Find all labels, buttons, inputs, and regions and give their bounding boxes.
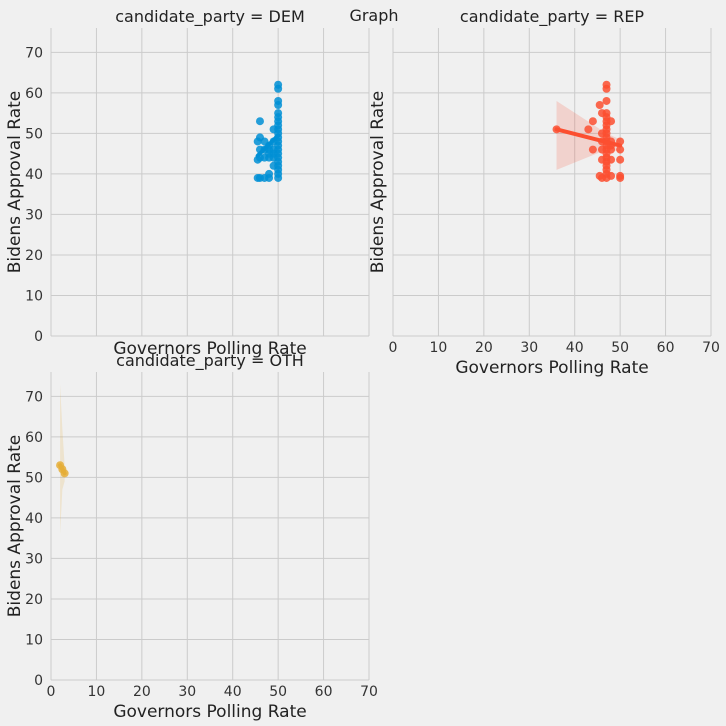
y-tick-label: 60 <box>25 430 43 446</box>
y-tick-label: 30 <box>25 551 43 567</box>
data-point <box>255 117 264 126</box>
x-tick-label: 0 <box>389 340 398 356</box>
x-tick-label: 40 <box>566 340 584 356</box>
x-axis-label: Governors Polling Rate <box>455 358 648 378</box>
data-point <box>253 155 262 164</box>
regression-line <box>554 127 623 148</box>
y-tick-label: 20 <box>25 248 43 264</box>
regression-line <box>58 463 67 476</box>
x-tick-label: 10 <box>430 340 448 356</box>
x-tick-label: 20 <box>475 340 493 356</box>
x-tick-label: 0 <box>47 684 56 700</box>
panel-rep: 0 10 20 30 40 50 60 70 candidate_party = REP Gove… <box>368 7 720 378</box>
x-tick-label: 50 <box>611 340 629 356</box>
y-tick-label: 70 <box>25 389 43 405</box>
data-point <box>274 84 283 93</box>
x-tick-label: 40 <box>224 684 242 700</box>
data-point <box>595 101 604 109</box>
regression-line <box>255 133 281 158</box>
y-tick-label: 10 <box>25 288 43 304</box>
data-point <box>607 117 616 126</box>
y-tick-label: 50 <box>25 470 43 486</box>
data-point <box>274 101 283 109</box>
x-axis-label: Governors Polling Rate <box>113 339 306 359</box>
y-tick-label: 30 <box>25 207 43 223</box>
data-point <box>269 161 278 170</box>
data-point <box>274 173 283 182</box>
data-point <box>607 171 616 180</box>
x-tick-label: 60 <box>657 340 675 356</box>
y-tick-label: 70 <box>25 45 43 61</box>
panel-title: candidate_party = DEM <box>115 7 305 27</box>
data-point <box>584 125 593 134</box>
x-tick-label: 30 <box>178 684 196 700</box>
panel-title: candidate_party = REP <box>460 7 645 27</box>
data-point <box>602 84 611 93</box>
data-point <box>616 155 625 164</box>
x-tick-label: 10 <box>88 684 106 700</box>
data-point <box>597 109 606 118</box>
x-tick-label: 20 <box>133 684 151 700</box>
y-tick-label: 10 <box>25 632 43 648</box>
x-axis-label: Governors Polling Rate <box>113 702 306 722</box>
y-axis-label: Bidens Approval Rate <box>5 435 25 617</box>
y-axis-label: Bidens Approval Rate <box>368 91 388 273</box>
data-point <box>597 145 606 154</box>
x-tick-label: 70 <box>360 684 378 700</box>
y-tick-label: 40 <box>25 167 43 183</box>
data-point <box>597 155 606 164</box>
data-point <box>588 117 597 126</box>
y-tick-label: 50 <box>25 126 43 142</box>
confidence-band <box>60 384 65 535</box>
data-point <box>269 125 278 134</box>
data-point <box>588 145 597 154</box>
x-tick-label: 50 <box>269 684 287 700</box>
data-point <box>253 173 262 182</box>
figure-title: Graph <box>349 6 398 25</box>
panel-dem: 0 10 20 30 40 50 60 70 candidate_party = DEM Gove… <box>5 7 370 359</box>
y-tick-label: 20 <box>25 592 43 608</box>
data-point <box>602 96 611 105</box>
y-tick-label: 40 <box>25 511 43 527</box>
x-tick-label: 60 <box>315 684 333 700</box>
y-tick-label: 0 <box>34 673 43 689</box>
data-point <box>597 129 606 138</box>
data-point <box>607 145 616 154</box>
data-point <box>595 171 604 180</box>
y-tick-label: 60 <box>25 86 43 102</box>
data-point <box>616 173 625 182</box>
data-point <box>607 155 616 164</box>
data-point <box>253 137 262 146</box>
panel-oth: 0 10 20 30 40 50 60 70 0 10 20 30 40 50 60 70 candidate_… <box>5 351 378 722</box>
y-tick-label: 0 <box>34 329 43 345</box>
x-tick-label: 70 <box>702 340 720 356</box>
y-axis-label: Bidens Approval Rate <box>5 91 25 273</box>
panel-title: candidate_party = OTH <box>116 351 304 371</box>
x-tick-label: 30 <box>520 340 538 356</box>
data-point <box>616 145 625 154</box>
